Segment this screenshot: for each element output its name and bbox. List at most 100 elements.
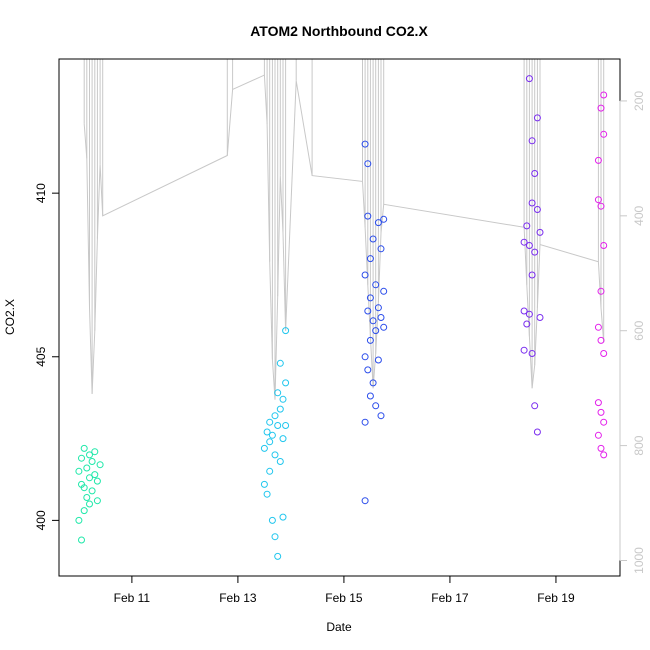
y-tick-label: 405 <box>34 346 48 366</box>
y2-tick-label: 800 <box>632 435 646 455</box>
data-point <box>531 170 539 177</box>
data-point <box>525 242 533 249</box>
data-point <box>536 228 544 236</box>
data-point <box>364 366 372 374</box>
data-point <box>282 379 290 387</box>
data-point <box>96 461 104 469</box>
data-point <box>372 402 380 410</box>
data-point <box>80 484 88 492</box>
x-axis: Feb 11 Feb 13 Feb 15 Feb 17 Feb 19 <box>114 576 575 605</box>
data-point <box>369 235 377 243</box>
data-point <box>282 422 290 429</box>
data-point <box>271 412 279 420</box>
y2-tick-label: 400 <box>632 205 646 225</box>
data-point <box>523 320 531 328</box>
data-point <box>525 75 533 83</box>
data-point <box>594 323 602 331</box>
data-point <box>600 91 608 99</box>
data-point <box>78 454 85 462</box>
data-point <box>600 451 608 459</box>
data-point <box>597 444 605 452</box>
data-point <box>366 255 374 263</box>
data-point <box>600 418 608 426</box>
data-point <box>377 314 385 321</box>
data-point <box>271 451 279 459</box>
data-point <box>282 327 290 335</box>
secondary-y-axis: 200 400 600 800 1000 <box>619 91 646 574</box>
data-point <box>533 428 541 436</box>
data-point <box>263 490 271 498</box>
data-point <box>361 353 369 361</box>
series-group <box>361 140 388 505</box>
data-point <box>374 219 382 227</box>
data-point <box>600 130 608 138</box>
data-point <box>93 497 101 505</box>
data-point <box>88 487 96 495</box>
data-point <box>361 271 369 279</box>
data-point <box>594 156 602 164</box>
data-point <box>600 350 608 357</box>
data-point <box>268 516 276 524</box>
data-point <box>528 350 536 357</box>
data-point <box>520 307 528 315</box>
data-point <box>279 513 287 521</box>
data-point <box>366 294 374 302</box>
data-point <box>276 458 284 465</box>
x-tick-label: Feb 15 <box>325 591 363 605</box>
data-point <box>597 104 605 112</box>
data-point <box>528 137 536 145</box>
data-point <box>380 287 388 295</box>
series-group <box>260 327 290 560</box>
x-tick-label: Feb 11 <box>114 591 151 605</box>
x-tick-label: Feb 13 <box>219 591 257 605</box>
data-point <box>80 444 88 452</box>
data-point <box>86 500 93 508</box>
data-point <box>374 356 382 364</box>
data-point <box>91 471 99 479</box>
data-point <box>271 533 279 541</box>
data-points <box>75 75 608 560</box>
y2-tick-label: 600 <box>632 320 646 340</box>
series-group <box>520 75 544 436</box>
data-point <box>266 418 274 426</box>
y-tick-label: 400 <box>34 510 48 530</box>
data-point <box>369 317 377 325</box>
data-point <box>597 336 605 344</box>
y-tick-label: 410 <box>34 183 48 203</box>
data-point <box>377 245 385 253</box>
data-point <box>364 212 372 220</box>
data-point <box>266 438 274 446</box>
secondary-series-path <box>83 74 605 400</box>
x-tick-label: Feb 19 <box>537 591 575 605</box>
data-point <box>369 379 377 387</box>
y2-tick-label: 200 <box>632 91 646 111</box>
y-axis: 400 405 410 <box>34 183 59 530</box>
data-point <box>533 206 541 213</box>
data-point <box>533 114 541 122</box>
data-point <box>274 552 282 560</box>
data-point <box>594 399 602 407</box>
data-point <box>536 314 544 321</box>
x-axis-label: Date <box>326 620 352 634</box>
data-point <box>276 359 284 367</box>
data-point <box>597 408 605 416</box>
data-point <box>279 395 287 403</box>
data-point <box>80 507 88 515</box>
data-point <box>523 222 531 230</box>
data-point <box>528 271 536 279</box>
data-point <box>78 536 85 544</box>
data-point <box>597 287 605 295</box>
series-group <box>75 444 104 544</box>
data-point <box>525 310 533 318</box>
data-point <box>600 242 608 249</box>
data-point <box>380 215 388 223</box>
data-point <box>83 464 91 472</box>
data-point <box>364 307 372 315</box>
data-point <box>597 202 605 210</box>
y-axis-label: CO2.X <box>3 299 17 335</box>
data-point <box>528 199 536 207</box>
data-point <box>366 336 374 344</box>
x-tick-label: Feb 17 <box>431 591 469 605</box>
